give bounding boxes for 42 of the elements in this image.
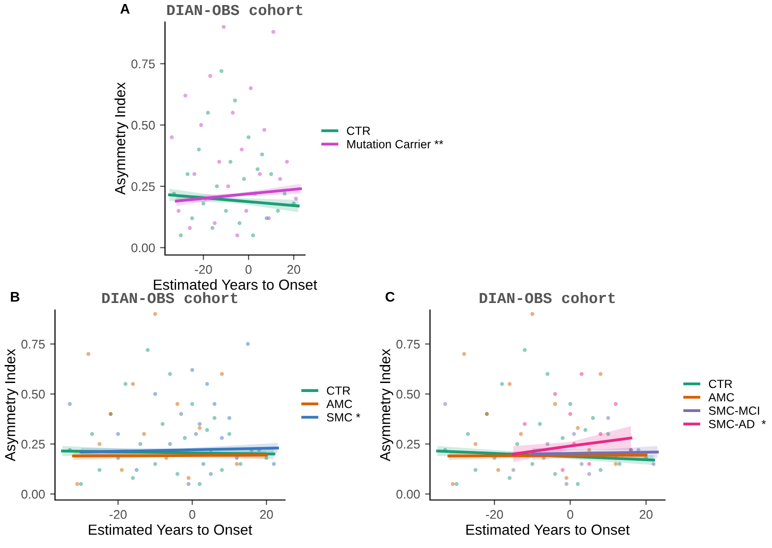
y-tick-label: 0.75 [21, 340, 45, 349]
y-tick-label: 0.75 [396, 340, 420, 349]
y-tick-label: 0.25 [131, 182, 155, 191]
y-tick-label: 0.25 [21, 440, 45, 449]
x-tick-label: 20 [260, 510, 273, 519]
text: B [10, 292, 20, 302]
legend-label: Mutation Carrier ** [347, 140, 444, 148]
chart-title: DIAN-OBS cohort [480, 292, 615, 304]
y-tick-label: 0.25 [396, 440, 420, 449]
legend-label: SMC-AD * [708, 420, 766, 428]
y-axis-title: Asymmetry Index [4, 348, 18, 462]
y-tick-label: 0.50 [396, 390, 420, 399]
x-axis-title: Estimated Years to Onset [154, 279, 318, 290]
y-tick-label: 0.00 [396, 490, 420, 499]
chart-title: DIAN-OBS cohort [167, 4, 302, 16]
chart-title: DIAN-OBS cohort [102, 292, 238, 304]
legend-label: SMC * [326, 413, 360, 422]
y-tick-label: 0.50 [131, 120, 155, 130]
x-tick-label: -20 [110, 510, 127, 519]
legend-label: SMC-MCI [708, 406, 760, 415]
y-axis-title: Asymmetry Index [114, 82, 128, 195]
text: A [120, 4, 130, 14]
legend-label: AMC [326, 400, 352, 408]
legend-label: AMC [708, 393, 734, 402]
legend-label: CTR [346, 126, 370, 135]
y-tick-label: 0.75 [131, 59, 155, 68]
y-tick-label: 0.00 [131, 243, 155, 252]
x-tick-label: 20 [640, 510, 653, 519]
y-tick-label: 0.50 [21, 390, 45, 399]
x-axis-title: Estimated Years to Onset [466, 524, 630, 535]
x-axis-title: Estimated Years to Onset [88, 524, 252, 535]
x-tick-label: 0 [189, 510, 196, 519]
x-tick-label: -20 [194, 265, 212, 274]
x-tick-label: 0 [246, 265, 252, 274]
legend-label: CTR [708, 380, 732, 388]
y-tick-label: 0.00 [21, 490, 45, 499]
text: C [386, 292, 395, 302]
x-tick-label: 0 [567, 510, 574, 519]
x-tick-label: -20 [486, 510, 503, 519]
legend-label: CTR [326, 386, 350, 395]
x-tick-label: 20 [287, 265, 300, 274]
y-axis-title: Asymmetry Index [380, 348, 394, 462]
